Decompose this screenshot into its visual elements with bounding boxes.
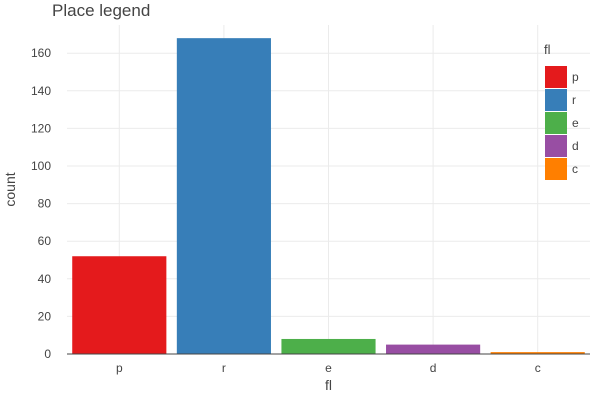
legend-label-r[interactable]: r: [572, 93, 576, 107]
legend-title: fl: [544, 42, 551, 57]
legend-label-d[interactable]: d: [572, 139, 579, 153]
bar-d[interactable]: [386, 344, 481, 354]
y-tick-label: 40: [38, 272, 52, 286]
x-tick-label: c: [535, 361, 541, 375]
legend-key-c[interactable]: [545, 158, 567, 180]
y-tick-label: 160: [31, 46, 51, 60]
y-tick-label: 20: [38, 309, 52, 323]
y-tick-label: 140: [31, 84, 51, 98]
bar-r[interactable]: [176, 38, 271, 354]
y-axis-title: count: [2, 172, 18, 206]
x-tick-label: p: [116, 361, 123, 375]
legend-label-e[interactable]: e: [572, 116, 579, 130]
y-tick-label: 120: [31, 121, 51, 135]
x-tick-label: e: [325, 361, 332, 375]
x-axis-title: fl: [325, 377, 332, 393]
legend-label-p[interactable]: p: [572, 70, 579, 84]
bar-c[interactable]: [490, 352, 585, 354]
x-tick-label: r: [222, 361, 226, 375]
bar-p[interactable]: [72, 256, 167, 354]
bars: [72, 38, 585, 354]
y-tick-label: 60: [38, 234, 52, 248]
legend-key-e[interactable]: [545, 112, 567, 134]
legend-key-r[interactable]: [545, 89, 567, 111]
y-tick-label: 100: [31, 159, 51, 173]
bar-e[interactable]: [281, 338, 376, 354]
y-tick-labels: 0 20 40 60 80 100 120 140 160: [31, 46, 51, 361]
y-tick-label: 0: [44, 347, 51, 361]
x-tick-label: d: [430, 361, 437, 375]
legend-key-d[interactable]: [545, 135, 567, 157]
legend-key-p[interactable]: [545, 66, 567, 88]
y-tick-label: 80: [38, 197, 52, 211]
legend-label-c[interactable]: c: [572, 162, 578, 176]
chart-title: Place legend: [52, 1, 151, 20]
